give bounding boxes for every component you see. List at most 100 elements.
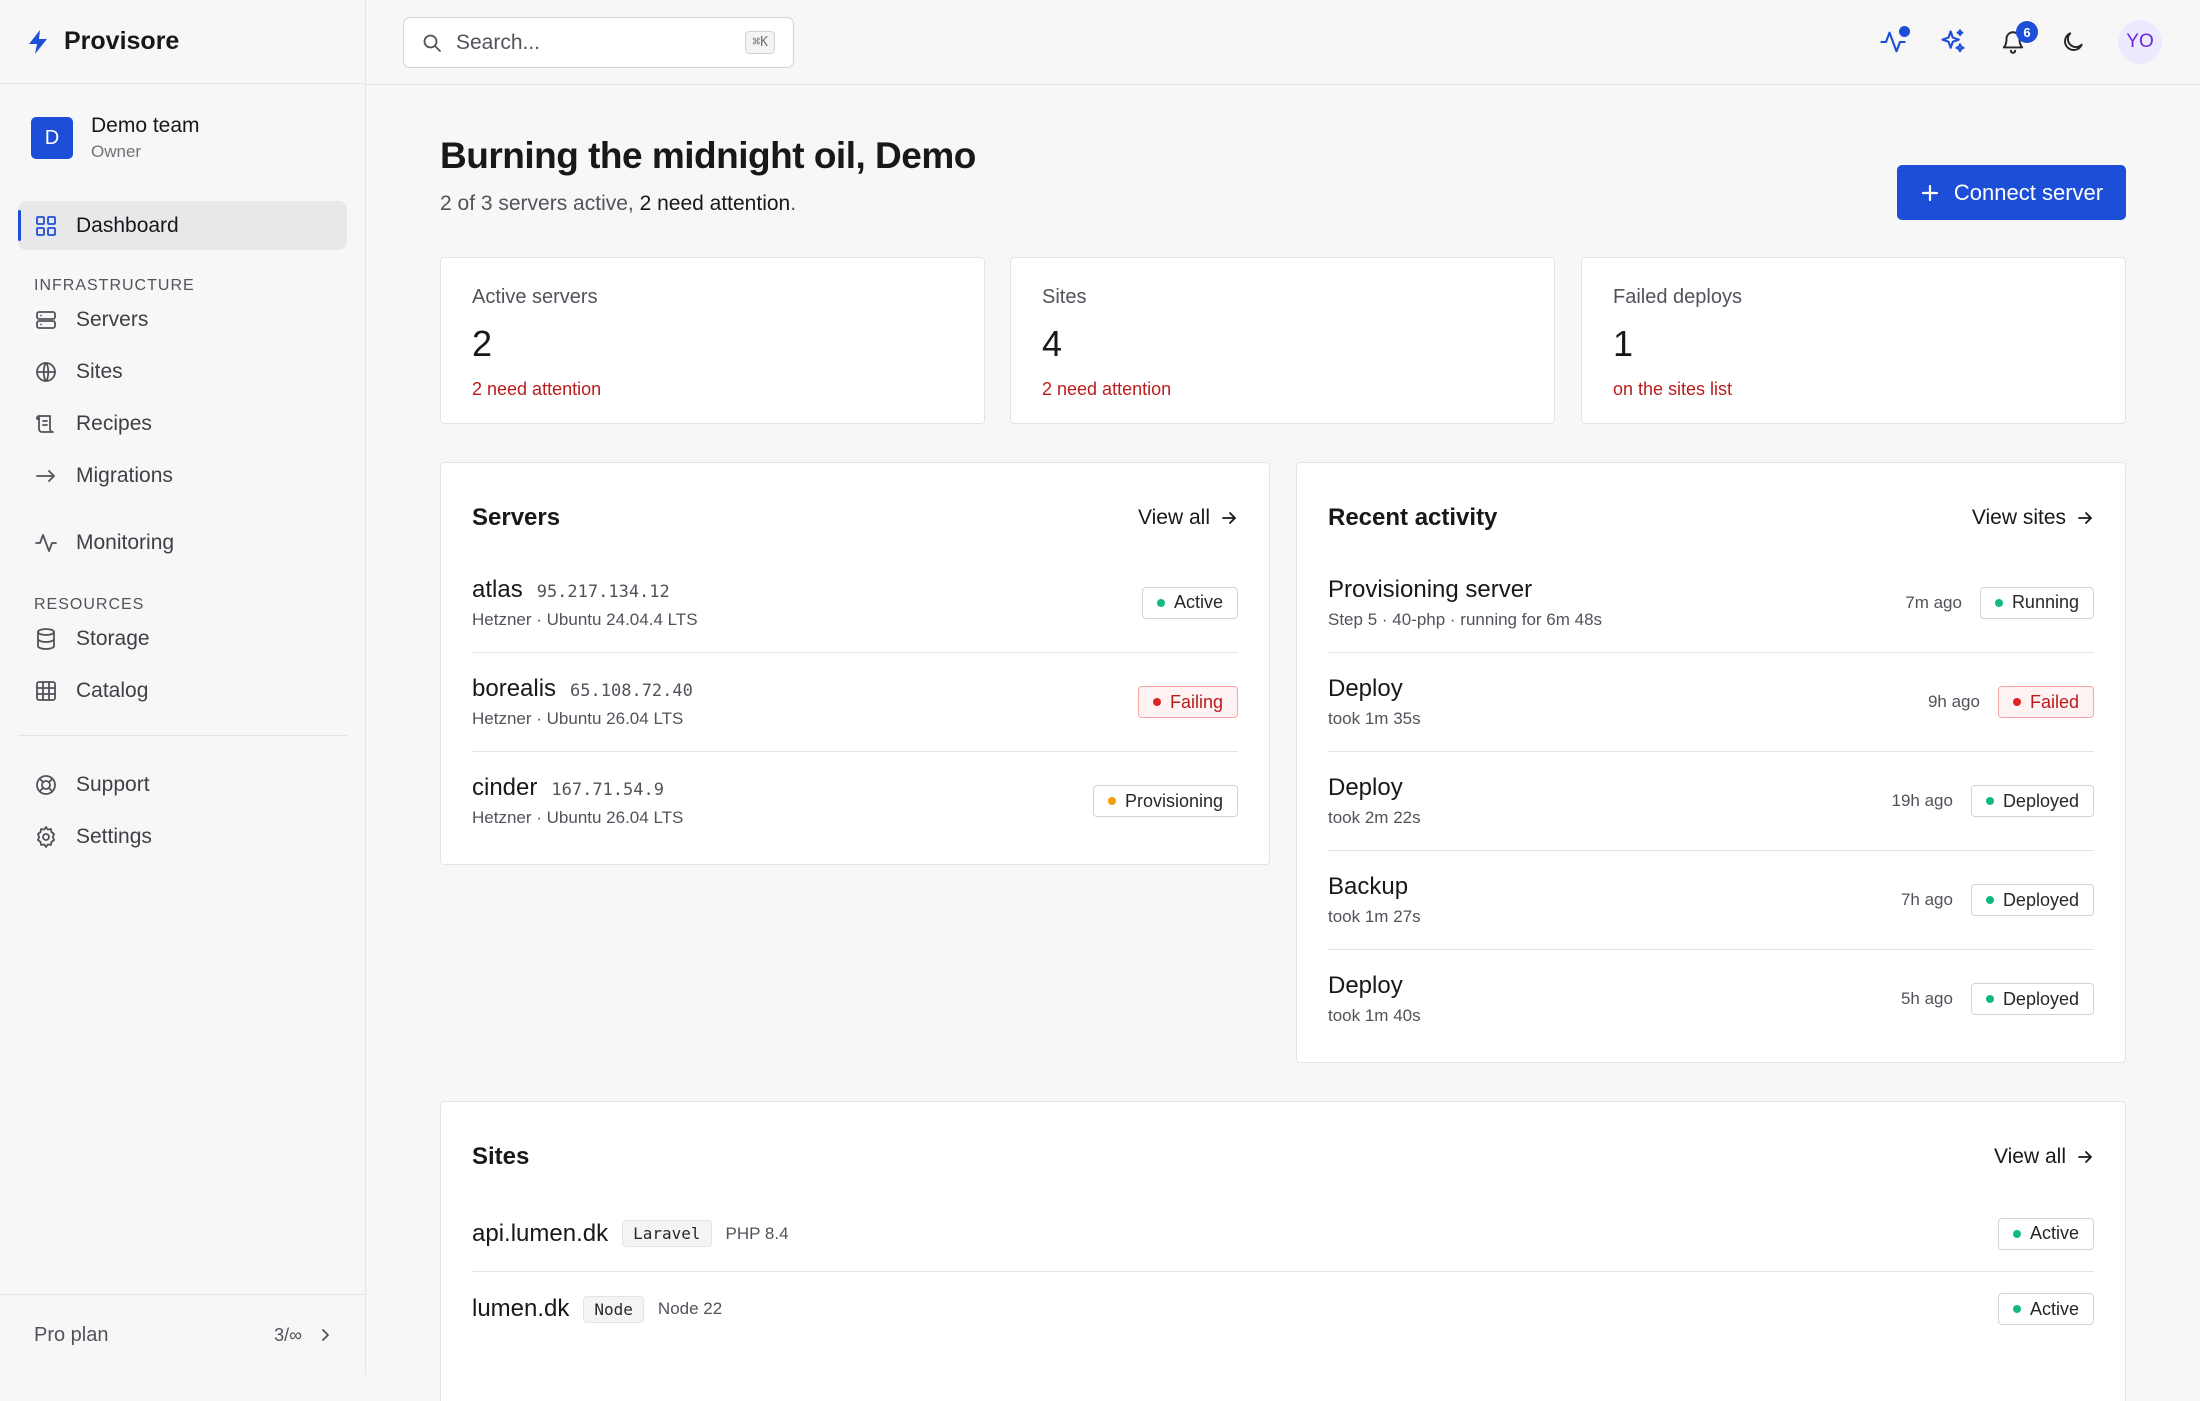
site-runtime: Node 22 (657, 1299, 723, 1318)
activity-time: 5h ago (1900, 989, 1953, 1008)
activity-row[interactable]: Provisioning server Step 5 · 40-php · ru… (1328, 553, 2094, 652)
view-sites-link[interactable]: View sites (1972, 506, 2094, 530)
server-ip: 167.71.54.9 (551, 780, 664, 800)
sidebar-item-catalog[interactable]: Catalog (18, 666, 347, 715)
card-header: Sites View all (441, 1102, 2125, 1212)
search-box[interactable]: ⌘K (403, 17, 794, 68)
status-badge: Active (1997, 1293, 2094, 1325)
sidebar-item-sites[interactable]: Sites (18, 347, 347, 396)
recent-activity-card: Recent activity View sites Provisioning … (1296, 462, 2126, 1063)
summary-attention: 2 need attention (639, 192, 791, 215)
arrow-right-icon (2076, 1148, 2094, 1166)
server-row[interactable]: atlas 95.217.134.12 Hetzner · Ubuntu 24.0… (472, 553, 1238, 652)
arrow-right-icon (2076, 509, 2094, 527)
search-icon (422, 33, 442, 53)
sidebar-item-label: Support (76, 772, 150, 796)
status-dot (2012, 1305, 2021, 1313)
card-title: Sites (472, 1143, 530, 1170)
activity-name: Deploy (1328, 675, 1403, 702)
server-row[interactable]: cinder 167.71.54.9 Hetzner · Ubuntu 26.04… (472, 751, 1238, 850)
sidebar-item-settings[interactable]: Settings (18, 812, 347, 861)
status-label: Deployed (2002, 988, 2079, 1009)
summary-active: 2 of 3 servers active, (440, 192, 634, 215)
team-avatar: D (31, 117, 73, 159)
sidebar-item-storage[interactable]: Storage (18, 614, 347, 663)
stat-card-failed-deploys[interactable]: Failed deploys 1 on the sites list (1581, 257, 2126, 424)
status-label: Provisioning (1124, 790, 1223, 811)
server-row[interactable]: borealis 65.108.72.40 Hetzner · Ubuntu 26… (472, 652, 1238, 751)
brand[interactable]: Provisore (0, 0, 365, 84)
app-name: Provisore (64, 27, 180, 55)
status-label: Active (2029, 1223, 2079, 1243)
connect-server-label: Connect server (1953, 179, 2104, 205)
database-icon (34, 627, 58, 651)
link-label: View all (1994, 1145, 2066, 1168)
site-row[interactable]: api.lumen.dk Laravel PHP 8.4 Active (472, 1196, 2094, 1271)
status-badge: Deployed (1970, 785, 2094, 817)
stat-card-sites[interactable]: Sites 4 2 need attention (1010, 257, 1555, 424)
ai-assist-button[interactable] (1938, 27, 1968, 57)
arrow-right-icon (1220, 509, 1238, 527)
server-name: atlas (472, 575, 523, 603)
activity-row[interactable]: Deploy took 1m 35s 9h ago Failed (1328, 652, 2094, 751)
activity-icon (34, 531, 58, 555)
sidebar-item-monitoring[interactable]: Monitoring (18, 518, 347, 567)
plan-footer[interactable]: Pro plan 3/∞ (0, 1294, 366, 1375)
sparkles-icon (1939, 28, 1967, 56)
status-badge: Active (1997, 1217, 2094, 1250)
lifebuoy-icon (34, 773, 58, 797)
server-meta: Hetzner · Ubuntu 24.04.4 LTS (472, 609, 698, 629)
status-badge: Deployed (1970, 983, 2094, 1015)
status-dot (1994, 598, 2003, 607)
card-header: Recent activity View sites (1297, 463, 2125, 573)
status-dot (2012, 1229, 2021, 1238)
sidebar-item-migrations[interactable]: Migrations (18, 451, 347, 500)
server-icon (34, 308, 58, 332)
user-avatar[interactable]: YO (2118, 20, 2162, 64)
sidebar-item-recipes[interactable]: Recipes (18, 399, 347, 448)
resources-group: RESOURCES Storage Catalog (18, 584, 347, 715)
server-meta: Hetzner · Ubuntu 26.04 LTS (472, 709, 684, 728)
status-dot (1985, 797, 1994, 805)
server-ip: 95.217.134.12 (536, 581, 670, 602)
notifications-button[interactable]: 6 (1998, 21, 2038, 57)
activity-monitor-button[interactable] (1878, 26, 1910, 57)
status-dot (1985, 896, 1994, 904)
stat-card-active-servers[interactable]: Active servers 2 2 need attention (440, 257, 985, 424)
help-group: Support Settings (18, 760, 347, 861)
status-label: Deployed (2002, 889, 2079, 910)
sidebar-nav: Dashboard (18, 201, 347, 250)
view-all-servers-link[interactable]: View all (1138, 506, 1238, 530)
activity-row[interactable]: Deploy took 1m 40s 5h ago Deployed (1328, 949, 2094, 1048)
team-name: Demo team (91, 114, 200, 137)
theme-toggle-button[interactable] (2058, 27, 2088, 57)
activity-row[interactable]: Backup took 1m 27s 7h ago Deployed (1328, 850, 2094, 949)
connect-server-button[interactable]: Connect server (1897, 165, 2126, 220)
activity-meta: Step 5 · 40-php · running for 6m 48s (1328, 609, 1603, 629)
search-input[interactable] (456, 30, 732, 55)
site-row[interactable]: lumen.dk Node Node 22 Active (472, 1271, 2094, 1346)
topbar-actions: 6 YO (1878, 20, 2162, 64)
scroll-icon (34, 412, 58, 436)
status-label: Failing (1169, 691, 1223, 712)
team-switcher[interactable]: D Demo team Owner (0, 84, 365, 162)
card-title: Recent activity (1328, 504, 1498, 531)
site-domain: api.lumen.dk (472, 1219, 609, 1247)
activity-time: 7m ago (1905, 592, 1962, 612)
activity-meta: took 2m 22s (1328, 808, 1421, 827)
status-badge: Provisioning (1092, 785, 1238, 817)
status-badge: Deployed (1970, 884, 2094, 916)
view-all-sites-link[interactable]: View all (1994, 1145, 2094, 1169)
plan-label: Pro plan (34, 1323, 109, 1346)
activity-row[interactable]: Deploy took 2m 22s 19h ago Deployed (1328, 751, 2094, 850)
site-runtime: PHP 8.4 (725, 1223, 789, 1243)
sidebar-item-support[interactable]: Support (18, 760, 347, 809)
sidebar-item-dashboard[interactable]: Dashboard (18, 201, 347, 250)
card-title: Servers (472, 504, 561, 531)
sidebar-item-label: Sites (76, 359, 123, 383)
summary-end: . (790, 192, 797, 215)
stat-note: 2 need attention (1042, 379, 1172, 399)
bolt-icon (26, 29, 50, 55)
status-dot (1156, 598, 1165, 607)
sidebar-item-servers[interactable]: Servers (18, 295, 347, 344)
